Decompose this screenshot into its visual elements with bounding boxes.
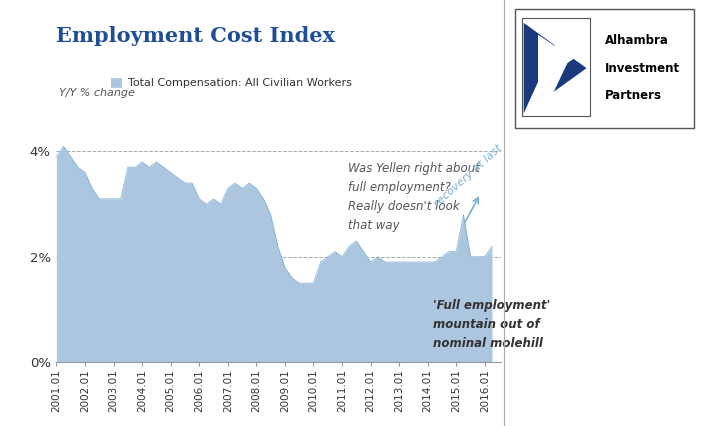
Polygon shape [524,23,587,113]
Text: recovery at last: recovery at last [432,144,503,209]
Text: Partners: Partners [604,89,661,102]
Text: Investment: Investment [604,62,680,75]
Text: 'Full employment'
mountain out of
nominal molehill: 'Full employment' mountain out of nomina… [434,299,551,350]
Text: Total Compensation: All Civilian Workers: Total Compensation: All Civilian Workers [128,78,352,88]
Bar [522,18,590,116]
Text: Y/Y % change: Y/Y % change [59,88,135,98]
Polygon shape [538,35,574,83]
Text: Alhambra: Alhambra [604,34,668,47]
Text: Was Yellen right about
full employment?
Really doesn't look
that way: Was Yellen right about full employment? … [348,162,479,232]
Text: Employment Cost Index: Employment Cost Index [56,26,336,46]
Polygon shape [524,23,587,113]
